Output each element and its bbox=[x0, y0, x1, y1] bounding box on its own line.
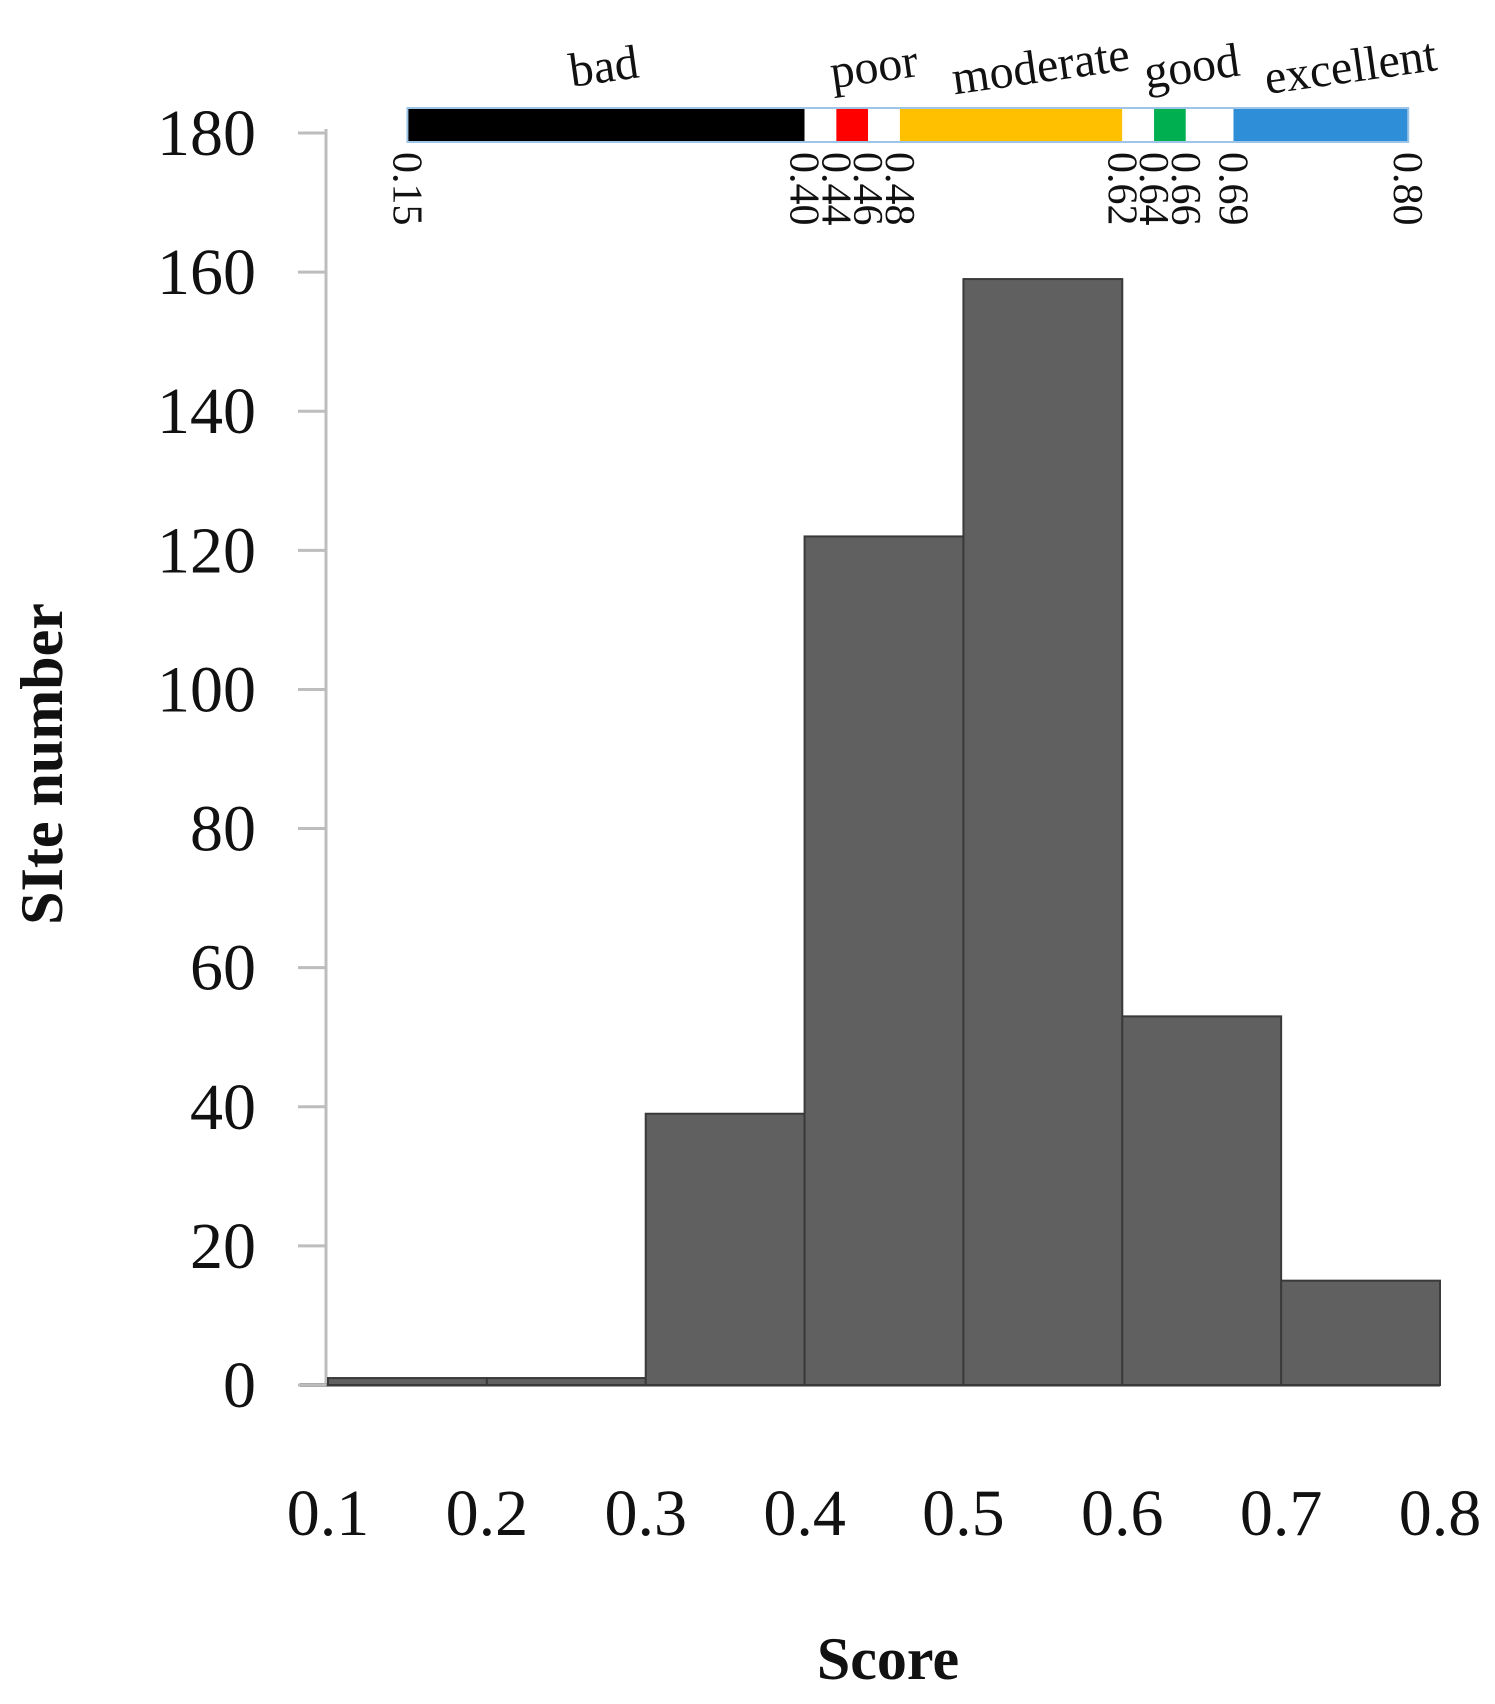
quality-scale: bad poor moderate good excellent 0.15 0.400.44… bbox=[383, 28, 1440, 226]
histogram-bar bbox=[327, 1377, 488, 1386]
scale-category-label: bad bbox=[566, 36, 642, 98]
x-tick-label: 0.4 bbox=[763, 1477, 846, 1550]
y-tick-label: 140 bbox=[157, 375, 256, 448]
histogram-bar bbox=[1121, 1015, 1283, 1386]
x-axis-title: Score bbox=[817, 1626, 959, 1692]
scale-category-label: good bbox=[1140, 34, 1242, 100]
scale-threshold-label: 0.15 bbox=[383, 152, 429, 226]
scale-category-label: poor bbox=[827, 34, 922, 99]
scale-segment bbox=[1185, 108, 1234, 142]
histogram-bar bbox=[485, 1377, 647, 1386]
x-tick-label: 0.6 bbox=[1081, 1477, 1164, 1550]
y-tick-label: 0 bbox=[223, 1349, 256, 1422]
y-tick-label: 180 bbox=[157, 97, 256, 170]
scale-category-label: excellent bbox=[1261, 28, 1441, 105]
bars bbox=[327, 278, 1441, 1387]
x-tick-label: 0.7 bbox=[1240, 1477, 1323, 1550]
y-axis-title: SIte number bbox=[9, 603, 75, 925]
x-tick-label: 0.1 bbox=[287, 1477, 370, 1550]
scale-outline bbox=[406, 107, 1410, 143]
axes: 0 20 40 60 80 100 120 140 160 180 0.1 0.2 0.3 0.4 0.5 0… bbox=[157, 97, 1481, 1550]
scale-threshold-label: 0.80 bbox=[1384, 152, 1430, 226]
scale-threshold-label: 0.44 bbox=[812, 152, 858, 226]
y-tick-label: 60 bbox=[190, 932, 256, 1005]
y-tick-label: 120 bbox=[157, 514, 256, 587]
scale-segment bbox=[1154, 108, 1186, 142]
y-tick-label: 160 bbox=[157, 236, 256, 309]
y-tick-label: 20 bbox=[190, 1210, 256, 1283]
histogram-bar bbox=[644, 1112, 806, 1386]
scale-segment bbox=[868, 108, 900, 142]
scale-segment bbox=[1122, 108, 1155, 142]
histogram-bar bbox=[1280, 1279, 1441, 1386]
scale-segment bbox=[1233, 108, 1409, 142]
scale-segment bbox=[899, 108, 1123, 142]
x-tick-label: 0.8 bbox=[1399, 1477, 1482, 1550]
x-tick-label: 0.5 bbox=[922, 1477, 1005, 1550]
histogram-bar bbox=[803, 535, 965, 1386]
x-tick-label: 0.3 bbox=[604, 1477, 687, 1550]
scale-threshold-label: 0.40 bbox=[781, 152, 827, 226]
scale-segment bbox=[407, 108, 805, 142]
scale-segment bbox=[836, 108, 869, 142]
scale-segment bbox=[804, 108, 837, 142]
y-tick-label: 100 bbox=[157, 653, 256, 726]
scale-threshold-label: 0.66 bbox=[1162, 152, 1208, 226]
scale-threshold-label: 0.62 bbox=[1098, 152, 1144, 226]
y-tick-label: 80 bbox=[190, 793, 256, 866]
scale-threshold-label: 0.46 bbox=[844, 152, 890, 226]
x-tick-label: 0.2 bbox=[446, 1477, 529, 1550]
scale-threshold-label: 0.48 bbox=[876, 152, 922, 226]
scale-category-label: moderate bbox=[949, 28, 1133, 105]
histogram-bar bbox=[962, 278, 1124, 1387]
scale-threshold-label: 0.69 bbox=[1209, 152, 1255, 226]
scale-threshold-label: 0.64 bbox=[1130, 152, 1176, 226]
y-tick-label: 40 bbox=[190, 1071, 256, 1144]
